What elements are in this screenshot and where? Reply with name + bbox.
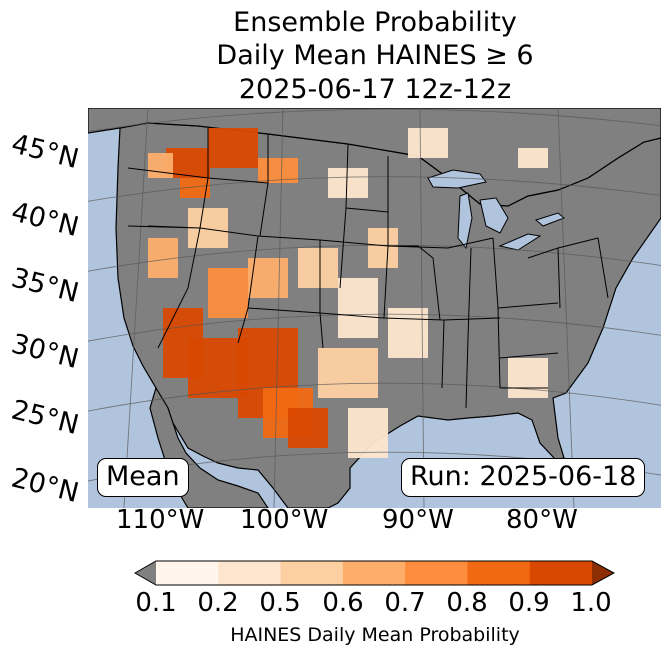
run-date-label-box: Run: 2025-06-18 <box>401 458 646 497</box>
title-line-3: 2025-06-17 12z-12z <box>238 74 512 105</box>
probability-cell-patch <box>208 268 248 318</box>
probability-cell-patch <box>148 153 173 178</box>
colorbar-bins <box>156 561 593 585</box>
lat-label-35n: 35°N <box>8 262 82 310</box>
lat-label-40n: 40°N <box>8 196 82 244</box>
lake-superior <box>427 169 487 189</box>
colorbar-label: HAINES Daily Mean Probability <box>230 624 520 646</box>
colorbar-over-triangle <box>592 561 614 585</box>
probability-cell-patch <box>328 168 368 198</box>
colorbar-bin <box>467 561 531 585</box>
lat-label-20n: 20°N <box>8 462 82 510</box>
probability-cell-patch <box>208 128 258 168</box>
probability-cell-patch <box>338 278 378 338</box>
lake-ontario <box>534 212 565 227</box>
lake-huron <box>479 197 509 234</box>
probability-shading <box>148 128 548 458</box>
probability-cell-patch <box>318 348 378 398</box>
colorbar-bin <box>218 561 282 585</box>
probability-cell-patch <box>348 408 388 458</box>
lat-label-30n: 30°N <box>8 328 82 376</box>
statistic-label-box: Mean <box>97 458 189 497</box>
graticule <box>88 108 661 508</box>
colorbar <box>134 560 616 586</box>
parallel-30n <box>88 313 661 342</box>
colorbar-bin <box>342 561 406 585</box>
meridian-90w <box>419 108 425 508</box>
title-line-2: Daily Mean HAINES ≥ 6 <box>216 40 534 71</box>
colorbar-tick-3: 0.6 <box>322 588 364 618</box>
conus-map <box>88 108 661 508</box>
probability-cell-patch <box>166 148 210 178</box>
map-panel <box>88 108 661 508</box>
probability-cell-patch <box>408 128 448 158</box>
parallel-25n <box>88 382 661 412</box>
probability-cell-patch <box>180 178 210 198</box>
probability-cell-patch <box>288 408 328 448</box>
probability-cell-patch <box>518 148 548 168</box>
colorbar-under-triangle <box>135 561 156 585</box>
probability-cell-patch <box>298 248 338 288</box>
colorbar-tick-5: 0.8 <box>446 588 488 618</box>
probability-cell-patch <box>388 308 428 358</box>
colorbar-bin <box>405 561 468 585</box>
lat-label-25n: 25°N <box>8 394 82 442</box>
parallel-45n <box>88 108 661 132</box>
colorbar-tick-2: 0.5 <box>259 588 301 618</box>
meridian-110w <box>123 108 149 508</box>
probability-cell-patch <box>368 228 398 268</box>
colorbar-tick-4: 0.7 <box>384 588 426 618</box>
probability-cell-patch <box>508 358 548 398</box>
meridian-80w <box>557 108 575 508</box>
lon-label-110w: 110°W <box>116 505 205 535</box>
colorbar-tick-1: 0.2 <box>197 588 239 618</box>
colorbar-bin <box>156 561 219 585</box>
lake-michigan <box>457 192 473 250</box>
colorbar-outline <box>134 560 616 586</box>
colorbar-bin <box>529 561 593 585</box>
meridian-100w <box>273 108 284 508</box>
title-line-1: Ensemble Probability <box>233 7 517 38</box>
lat-label-45n: 45°N <box>8 128 82 176</box>
colorbar-tick-6: 0.9 <box>508 588 550 618</box>
state-lines <box>127 128 609 409</box>
parallel-35n <box>88 244 661 272</box>
colorbar-tick-7: 1.0 <box>570 588 612 618</box>
probability-cell-patch <box>248 258 288 298</box>
lon-label-80w: 80°W <box>506 505 578 535</box>
state-borders <box>127 128 609 409</box>
parallel-40n <box>88 176 661 202</box>
lake-erie <box>498 233 542 251</box>
colorbar-tick-0: 0.1 <box>135 588 177 618</box>
great-lakes <box>427 169 565 251</box>
lon-label-100w: 100°W <box>240 505 329 535</box>
lon-label-90w: 90°W <box>382 505 454 535</box>
colorbar-bin <box>280 561 344 585</box>
